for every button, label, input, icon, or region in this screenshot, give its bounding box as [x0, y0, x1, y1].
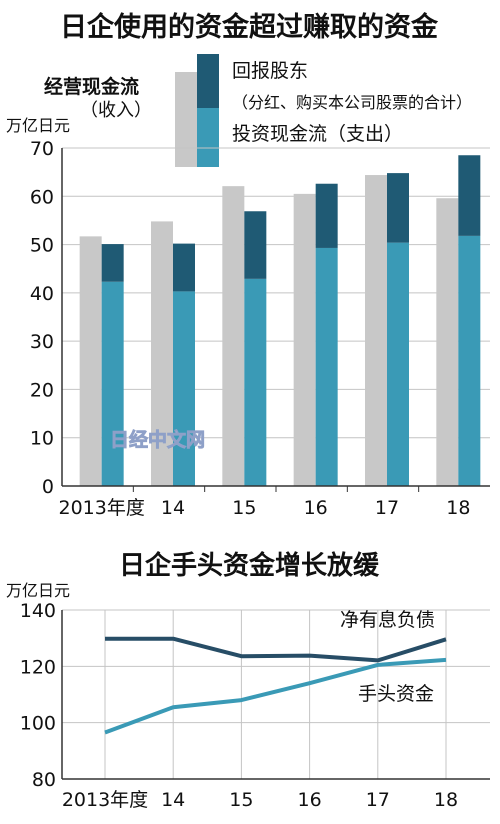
bar-buyback: [244, 211, 267, 279]
line-series-cash-on-hand: [104, 657, 447, 735]
bar-y-axis-title: 万亿日元: [6, 116, 70, 135]
bar-y-tick-label: 0: [42, 476, 54, 498]
bar-x-tick-label: 15: [232, 497, 256, 519]
bar-x-tick-label: 16: [304, 497, 328, 519]
bar-operating: [151, 221, 173, 486]
bar-y-tick-label: 30: [30, 331, 54, 353]
line-x-tick-label: 15: [229, 789, 253, 811]
legend-label-operating-1: 经营现金流: [44, 75, 139, 98]
bar-operating: [222, 186, 245, 486]
legend-swatch-operating: [175, 72, 197, 167]
bar-y-tick-label: 40: [30, 283, 54, 305]
bar-x-tick-label: 18: [446, 497, 470, 519]
line-x-tick-label: 18: [434, 789, 458, 811]
line-y-axis-title: 万亿日元: [6, 581, 70, 600]
line-x-tick-labels: 2013年度 14 15 16 17 18: [62, 789, 458, 811]
bar-x-tick-label: 17: [375, 497, 399, 519]
legend-label-buyback-1: 回报股东: [232, 60, 308, 82]
legend-label-buyback-2: （分红、购买本公司股票的合计）: [232, 93, 472, 112]
line-series-net-debt: [105, 636, 447, 663]
line-y-tick-label: 140: [20, 600, 56, 622]
bar-operating: [436, 198, 459, 486]
line-y-tick-label: 100: [20, 713, 56, 735]
line-chart-title: 日企手头资金增长放缓: [119, 550, 380, 581]
bar-x-tick-label: 14: [161, 497, 185, 519]
line-y-tick-label: 120: [20, 656, 56, 678]
bar-investment: [173, 291, 195, 486]
bar-investment: [315, 247, 338, 486]
bar-y-tick-label: 60: [30, 186, 54, 208]
line-marks: [104, 636, 447, 735]
bar-chart-title: 日企使用的资金超过赚取的资金: [60, 11, 439, 43]
bar-x-tick-label: 2013年度: [58, 497, 144, 519]
bar-y-tick-label: 70: [30, 138, 54, 160]
bar-buyback: [101, 244, 124, 282]
legend-swatch-buyback: [197, 54, 219, 108]
bar-operating: [293, 193, 316, 486]
bar-investment: [101, 281, 124, 486]
line-x-tick-label: 17: [366, 789, 390, 811]
bar-y-tick-labels: 0 10 20 30 40 50 60 70: [30, 138, 54, 498]
legend-label-investment: 投资现金流（支出）: [232, 123, 403, 145]
line-y-tick-label: 80: [32, 769, 56, 791]
bar-buyback: [173, 243, 195, 292]
legend-label-operating-2: （收入）: [80, 100, 152, 121]
bar-buyback: [315, 183, 338, 248]
bar-y-tick-label: 50: [30, 235, 54, 257]
bar-marks: [79, 155, 481, 487]
bar-investment: [458, 235, 481, 486]
bar-gridlines: [62, 147, 490, 439]
series-label-net-debt: 净有息负债: [340, 609, 435, 631]
watermark: 日经中文网: [110, 428, 205, 451]
bar-operating: [365, 175, 387, 487]
line-gridlines: [62, 609, 490, 779]
line-x-tick-label: 16: [298, 789, 322, 811]
bar-operating: [79, 236, 102, 486]
bar-buyback: [387, 173, 409, 243]
bar-y-tick-label: 20: [30, 379, 54, 401]
series-label-cash-on-hand: 手头资金: [358, 683, 434, 705]
bar-legend: 经营现金流 （收入） 回报股东 （分红、购买本公司股票的合计） 投资现金流（支出…: [44, 54, 472, 167]
line-x-tick-label: 2013年度: [62, 789, 148, 811]
legend-swatch-investment: [197, 108, 219, 167]
bar-investment: [387, 242, 409, 486]
bar-y-tick-label: 10: [30, 428, 54, 450]
bar-investment: [244, 278, 267, 486]
bar-x-tick-labels: 2013年度 14 15 16 17 18: [58, 486, 470, 519]
bar-buyback: [458, 155, 481, 236]
line-x-tick-label: 14: [161, 789, 185, 811]
line-y-tick-labels: 80 100 120 140: [20, 600, 56, 791]
